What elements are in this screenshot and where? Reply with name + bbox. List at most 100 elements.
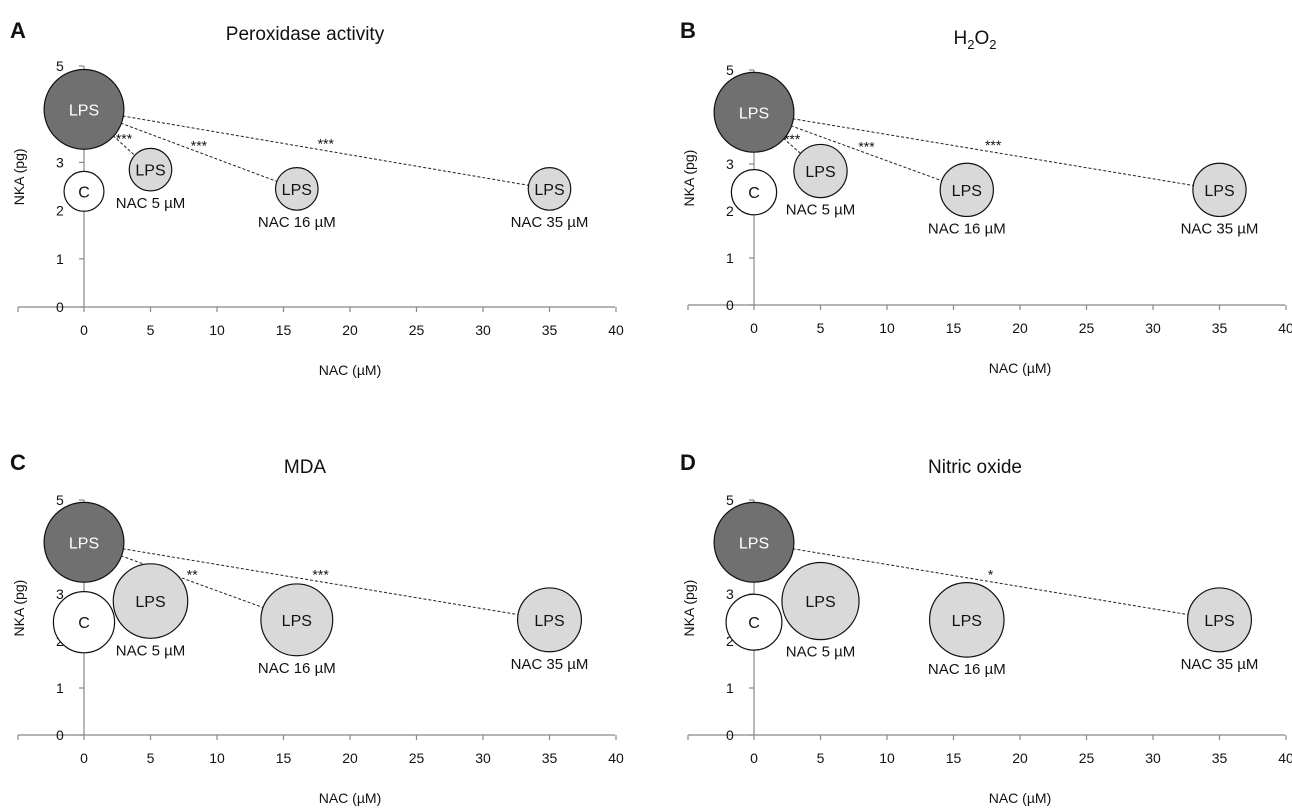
- panel-d-y-tick-label: 0: [726, 727, 734, 743]
- panel-d-x-tick-label: 15: [946, 750, 962, 766]
- panel-c-x-tick-label: 0: [80, 750, 88, 766]
- panel-a-x-tick-label: 0: [80, 322, 88, 338]
- panel-a-letter: A: [10, 18, 26, 43]
- panel-c-bubble-label: LPS: [282, 613, 312, 630]
- panel-b-x-tick-label: 15: [946, 320, 962, 336]
- panel-d-bubble-lps_treated: [1186, 587, 1253, 653]
- panel-c-bubble-label: LPS: [135, 594, 165, 611]
- panel-b-bubble-label: LPS: [952, 183, 982, 200]
- panel-d-sig-label: *: [988, 567, 994, 583]
- panel-c-bubble-label: C: [78, 615, 90, 632]
- panel-b-sig-line: [790, 125, 943, 182]
- panel-c-y-tick-label: 1: [56, 680, 64, 696]
- panel-b-bubble-control: [730, 168, 778, 216]
- panel-c-x-tick-label: 20: [342, 750, 358, 766]
- panel-c: CMDA0510152025303540012345NAC (µM)NKA (p…: [10, 450, 624, 806]
- panel-b-sig-line: [792, 118, 1194, 187]
- panel-b-x-tick-label: 30: [1145, 320, 1161, 336]
- panel-b-bubble-lps_treated: [793, 143, 848, 199]
- panel-a-sig-label: ***: [191, 137, 208, 153]
- panel-a-x-tick-label: 25: [409, 322, 425, 338]
- panel-a-bubble-lps_treated: [527, 167, 572, 211]
- panel-c-sig-label: **: [187, 567, 198, 583]
- panel-b: BH2O20510152025303540012345NAC (µM)NKA (…: [680, 18, 1292, 376]
- panel-c-bubble-lps_treated: [260, 583, 334, 657]
- panel-a-condition-label: NAC 5 µM: [116, 195, 186, 212]
- panel-d-x-tick-label: 0: [750, 750, 758, 766]
- panel-d-y-tick-label: 5: [726, 492, 734, 508]
- panel-c-x-tick-label: 40: [608, 750, 624, 766]
- panel-c-bubble-label: LPS: [69, 535, 99, 552]
- panel-a-x-tick-label: 40: [608, 322, 624, 338]
- panel-d-bubble-label: C: [748, 615, 760, 632]
- panel-b-y-tick-label: 3: [726, 156, 734, 172]
- panel-d-y-tick-label: 3: [726, 586, 734, 602]
- panel-d-bubble-lps_treated: [928, 582, 1005, 658]
- panel-a-y-tick-label: 5: [56, 58, 64, 74]
- panel-a-sig-label: ***: [318, 136, 335, 152]
- panel-b-title-part: H: [954, 28, 968, 49]
- panel-c-title: MDA: [284, 457, 327, 478]
- panel-c-condition-label: NAC 35 µM: [511, 656, 589, 673]
- panel-d-x-tick-label: 30: [1145, 750, 1161, 766]
- panel-c-sig-label: ***: [312, 567, 329, 583]
- panel-c-bubble-lps_treated: [516, 587, 583, 653]
- panel-a-y-tick-label: 0: [56, 299, 64, 315]
- panel-d-condition-label: NAC 5 µM: [786, 644, 856, 661]
- panel-a-sig-line: [120, 122, 278, 183]
- panel-a-bubble-lps_treated: [274, 167, 319, 211]
- panel-a-y-tick-label: 1: [56, 251, 64, 267]
- panel-c-x-axis-label: NAC (µM): [319, 790, 382, 806]
- panel-b-y-tick-label: 2: [726, 203, 734, 219]
- panel-d-y-tick-label: 2: [726, 633, 734, 649]
- panel-c-x-tick-label: 30: [475, 750, 491, 766]
- panel-b-title-part: 2: [967, 37, 974, 52]
- panel-b-x-tick-label: 0: [750, 320, 758, 336]
- panel-b-y-axis-label: NKA (pg): [681, 150, 697, 207]
- panel-c-condition-label: NAC 16 µM: [258, 660, 336, 677]
- panel-c-y-tick-label: 3: [56, 586, 64, 602]
- panel-d-bubble-lps_high: [713, 501, 795, 583]
- panel-b-condition-label: NAC 35 µM: [1181, 220, 1259, 237]
- panel-a-bubble-lps_high: [43, 68, 125, 150]
- panel-d-bubble-label: LPS: [739, 535, 769, 552]
- panel-d-bubble-control: [725, 593, 783, 651]
- panel-b-title-part: 2: [989, 37, 996, 52]
- panel-d-x-tick-label: 40: [1278, 750, 1292, 766]
- panel-d-letter: D: [680, 450, 696, 475]
- panel-c-sig-line: [122, 548, 519, 616]
- panel-a-y-tick-label: 2: [56, 203, 64, 219]
- panel-d-sig-line: [792, 548, 1189, 616]
- panel-b-title-part: O: [974, 28, 989, 49]
- panel-d-x-tick-label: 35: [1212, 750, 1228, 766]
- panel-a-y-axis-label: NKA (pg): [11, 148, 27, 205]
- panel-a-bubble-label: LPS: [135, 163, 165, 180]
- panel-a-x-tick-label: 10: [209, 322, 225, 338]
- panel-d-x-axis-label: NAC (µM): [989, 790, 1052, 806]
- panel-a-x-tick-label: 30: [475, 322, 491, 338]
- panel-a-bubble-label: LPS: [69, 102, 99, 119]
- panel-a-title: Peroxidase activity: [226, 24, 385, 45]
- panel-b-y-tick-label: 5: [726, 62, 734, 78]
- panel-b-sig-label: ***: [985, 137, 1002, 153]
- panel-b-title: H2O2: [954, 28, 997, 52]
- panel-a-x-tick-label: 35: [542, 322, 558, 338]
- panel-c-y-axis-label: NKA (pg): [11, 580, 27, 637]
- panel-d-x-tick-label: 20: [1012, 750, 1028, 766]
- panel-c-y-tick-label: 0: [56, 727, 64, 743]
- panel-c-x-tick-label: 35: [542, 750, 558, 766]
- panel-d-x-tick-label: 25: [1079, 750, 1095, 766]
- panel-a-sig-label: ***: [116, 131, 133, 147]
- panel-c-x-tick-label: 25: [409, 750, 425, 766]
- panel-b-x-tick-label: 40: [1278, 320, 1292, 336]
- panel-a-x-tick-label: 20: [342, 322, 358, 338]
- panel-c-x-tick-label: 15: [276, 750, 292, 766]
- panel-a-bubble-label: LPS: [534, 182, 564, 199]
- panel-a-bubble-label: C: [78, 184, 90, 201]
- panel-b-sig-label: ***: [784, 131, 801, 147]
- panel-a-bubble-label: LPS: [282, 182, 312, 199]
- panel-b-bubble-lps_high: [713, 71, 795, 153]
